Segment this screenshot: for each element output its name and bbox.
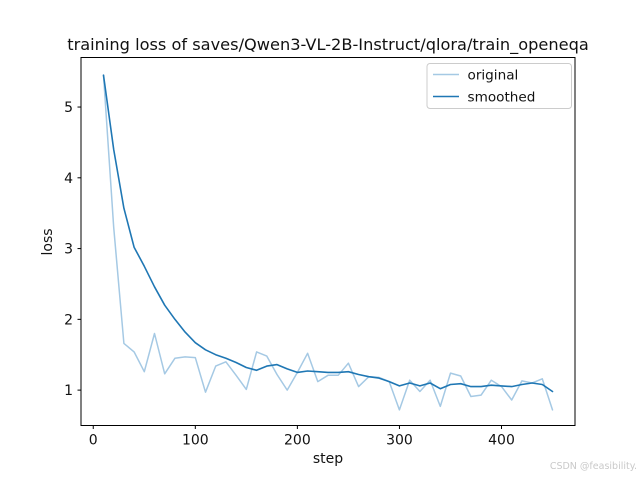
series-original (102, 74, 554, 411)
legend-label-smoothed: smoothed (468, 90, 536, 106)
y-tick-label: 4 (64, 171, 73, 187)
y-axis-label: loss (40, 228, 56, 255)
legend-box (426, 63, 572, 109)
x-axis-label: step (313, 451, 343, 467)
x-tick-label: 200 (284, 433, 311, 449)
x-axis-ticks: 0 100 200 300 400 (89, 425, 515, 449)
x-tick-label: 0 (89, 433, 98, 449)
y-tick-label: 2 (64, 312, 73, 328)
y-tick-label: 5 (64, 100, 73, 116)
y-tick-label: 3 (64, 242, 73, 258)
x-tick-label: 100 (182, 433, 209, 449)
chart-title: training loss of saves/Qwen3-VL-2B-Instr… (67, 35, 589, 55)
x-tick-label: 400 (488, 433, 515, 449)
series-smoothed (102, 74, 554, 393)
plot-border (80, 57, 576, 426)
y-tick-label: 1 (64, 383, 73, 399)
y-axis-ticks: 1 2 3 4 5 (64, 100, 81, 399)
legend: original smoothed (426, 63, 572, 109)
x-tick-label: 300 (386, 433, 413, 449)
legend-label-original: original (468, 68, 519, 84)
watermark: CSDN @feasibility. (550, 461, 637, 472)
